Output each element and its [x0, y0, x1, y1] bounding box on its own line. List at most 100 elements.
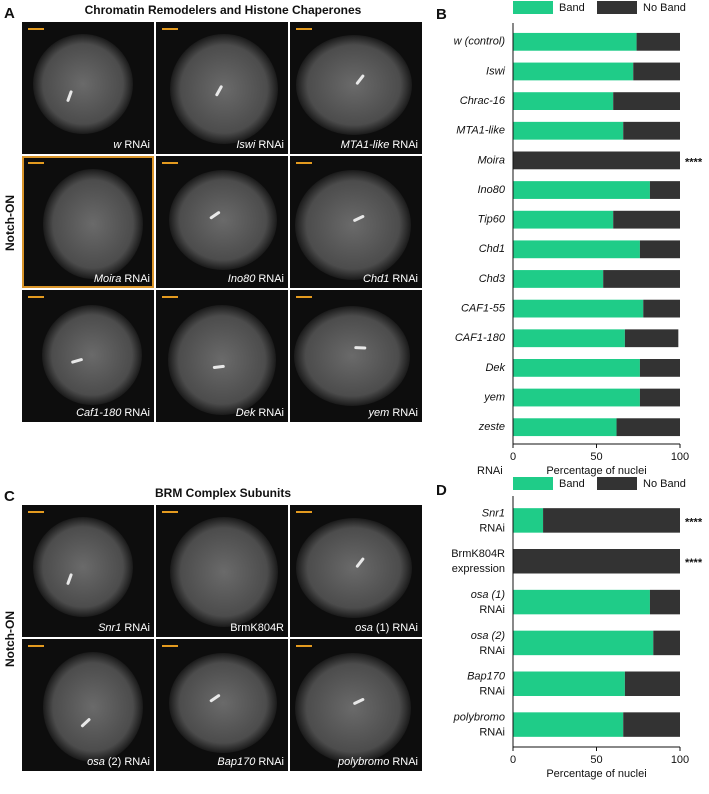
category-label: polybromo — [453, 711, 505, 723]
x-axis-label: Percentage of nuclei — [546, 465, 646, 477]
panel-letter: B — [436, 6, 447, 23]
bar-segment — [649, 589, 680, 615]
label-suffix: RNAi — [392, 756, 418, 768]
label-suffix: RNAi — [392, 139, 418, 151]
image-label: Snr1 RNAi — [98, 622, 150, 634]
nucleus — [33, 517, 133, 617]
panel-letter: C — [4, 488, 15, 505]
legend-label: Band — [559, 2, 585, 14]
category-label: Bap170 — [467, 671, 506, 683]
label-suffix: RNAi — [124, 622, 150, 634]
bar-segment — [513, 508, 544, 533]
band — [353, 215, 365, 222]
x-tick-label: 100 — [671, 754, 689, 766]
gene-name: Caf1-180 — [76, 407, 122, 419]
micrograph: w RNAi — [22, 22, 154, 154]
gene-name: osa — [87, 756, 105, 768]
category-label: RNAi — [479, 522, 505, 534]
gene-name: Iswi — [236, 139, 256, 151]
label-text: BrmK804R — [230, 622, 284, 634]
category-label: Dek — [485, 362, 505, 374]
category-label: RNAi — [479, 686, 505, 698]
micrograph: osa (1) RNAi — [290, 505, 422, 637]
micrograph: Caf1-180 RNAi — [22, 290, 154, 422]
band — [212, 364, 225, 369]
bar-segment — [636, 32, 680, 51]
nucleus — [294, 306, 410, 406]
bar-segment — [513, 181, 650, 199]
significance: **** — [685, 156, 703, 168]
x-tick-label: 50 — [590, 451, 602, 463]
category-label: Moira — [477, 154, 505, 166]
x-tick-label: 50 — [590, 754, 602, 766]
x-tick-label: 100 — [671, 451, 689, 463]
label-suffix: RNAi — [392, 273, 418, 285]
image-label: Chd1 RNAi — [363, 273, 418, 285]
category-label: expression — [452, 563, 505, 575]
category-label: Ino80 — [477, 184, 505, 196]
x-axis-label: Percentage of nuclei — [546, 768, 646, 780]
image-label: Bap170 RNAi — [217, 756, 284, 768]
image-label: Caf1-180 RNAi — [76, 407, 150, 419]
row-label: Notch-ON — [3, 611, 17, 667]
gene-name: MTA1-like — [341, 139, 390, 151]
band — [80, 718, 91, 728]
image-label: osa (2) RNAi — [87, 756, 150, 768]
nucleus — [169, 170, 277, 270]
gene-name: Ino80 — [228, 273, 256, 285]
band — [355, 74, 365, 85]
band — [354, 346, 367, 350]
bar-segment — [513, 299, 644, 318]
gene-name: yem — [368, 407, 390, 419]
micrograph: Ino80 RNAi — [156, 156, 288, 288]
bar-segment — [513, 270, 604, 288]
category-label: Chd3 — [479, 273, 506, 285]
x-tick-label: 0 — [510, 451, 516, 463]
bar-segment — [623, 712, 680, 737]
bar-segment — [543, 508, 680, 533]
label-suffix: RNAi — [258, 139, 284, 151]
gene-name: polybromo — [337, 756, 389, 768]
category-label: RNAi — [479, 645, 505, 657]
nucleus — [42, 305, 142, 405]
nucleus — [295, 170, 411, 280]
image-label: Ino80 RNAi — [228, 273, 284, 285]
bar-segment — [639, 240, 680, 259]
bar-segment — [513, 32, 637, 51]
bar-segment — [513, 549, 680, 574]
gene-name: Moira — [94, 273, 122, 285]
label-suffix: RNAi — [392, 407, 418, 419]
label-suffix: RNAi — [124, 273, 150, 285]
panel-letter: D — [436, 482, 447, 499]
band — [66, 573, 73, 585]
gene-name: osa — [355, 622, 373, 634]
micrograph: MTA1-like RNAi — [290, 22, 422, 154]
bar-segment — [513, 329, 625, 348]
bar-segment — [513, 121, 624, 140]
highlight-border — [22, 156, 154, 288]
micrograph: BrmK804R — [156, 505, 288, 637]
nucleus — [296, 35, 412, 135]
image-label: Moira RNAi — [94, 273, 150, 285]
bar-segment — [513, 418, 617, 437]
bar-segment — [649, 181, 680, 199]
bar-segment — [624, 329, 679, 348]
gene-name: Bap170 — [217, 756, 256, 768]
panel-title: BRM Complex Subunits — [155, 486, 291, 500]
nucleus — [295, 653, 411, 763]
nucleus — [170, 517, 278, 627]
category-label: RNAi — [479, 726, 505, 738]
nucleus — [168, 305, 276, 415]
label-suffix: RNAi — [124, 407, 150, 419]
category-label: zeste — [478, 421, 505, 433]
bar-segment — [513, 62, 634, 81]
gene-name: Dek — [236, 407, 256, 419]
band — [353, 698, 365, 705]
category-label: RNAi — [479, 604, 505, 616]
bar-segment — [623, 121, 680, 140]
nucleus — [43, 652, 143, 762]
bar-segment — [643, 299, 680, 318]
bar-segment — [639, 388, 680, 407]
image-label: BrmK804R — [230, 622, 284, 634]
image-label: polybromo RNAi — [337, 756, 418, 768]
